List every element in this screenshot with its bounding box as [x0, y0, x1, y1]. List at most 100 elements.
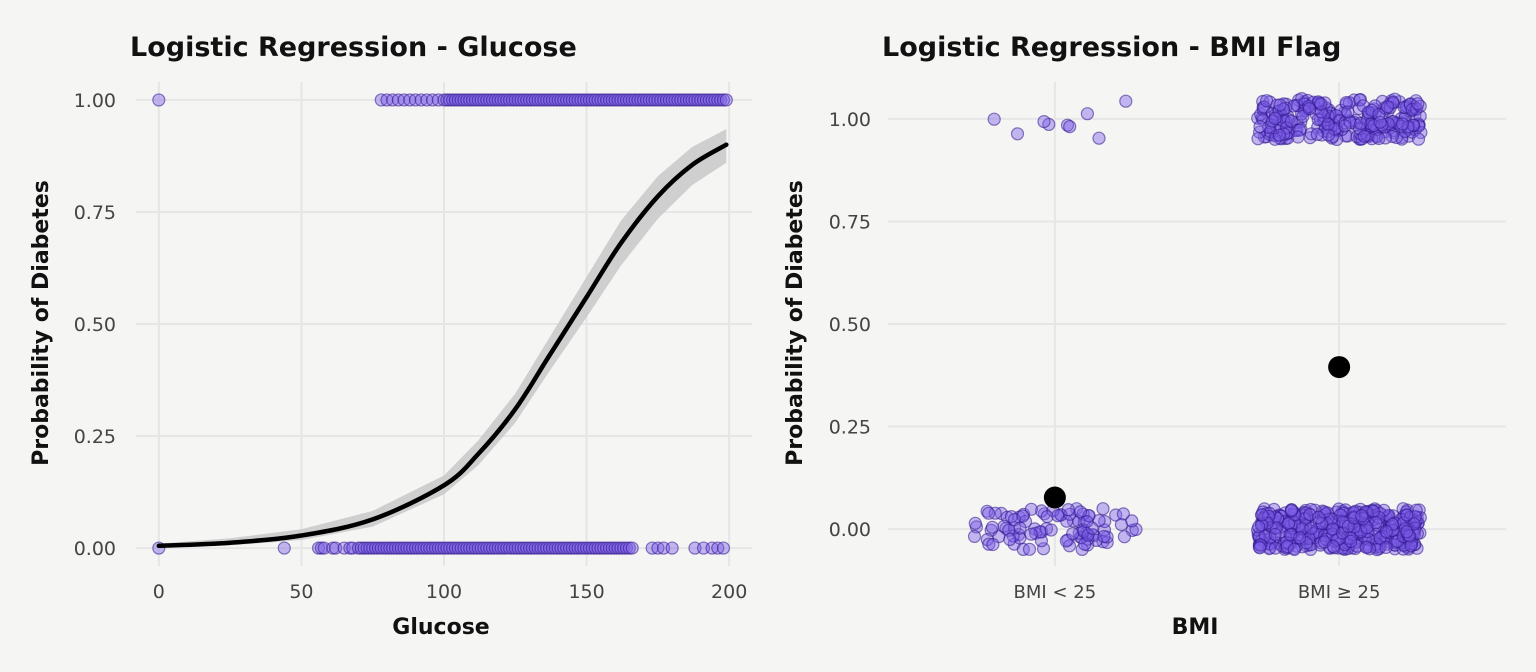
- bmi-point-outcome-1: [1314, 97, 1328, 111]
- glucose-panel: 0.00 0.25 0.50 0.75 1.00 0 50 100 150 200 Logist…: [29, 32, 752, 640]
- bmi-point-outcome-0: [1377, 503, 1391, 517]
- bmi-point-outcome-0: [1081, 528, 1095, 542]
- bmi-point-outcome-0: [1022, 542, 1037, 556]
- bmi-point-outcome-1: [1063, 119, 1077, 134]
- bmi-point-outcome-0: [1116, 507, 1131, 521]
- bmi-point-outcome-0: [1404, 538, 1418, 553]
- bmi-point-outcome-0: [988, 506, 1002, 520]
- glucose-x-tick-label: 200: [711, 581, 747, 603]
- bmi-y-tick-label: 0.25: [829, 417, 871, 439]
- bmi-point-outcome-0: [1044, 523, 1058, 537]
- bmi-point-outcome-0: [1330, 533, 1344, 547]
- bmi-point-outcome-0: [1066, 526, 1080, 541]
- bmi-y-tick-label: 0.00: [829, 519, 871, 541]
- bmi-point-outcome-1: [1365, 103, 1379, 117]
- bmi-point-outcome-0: [1355, 509, 1369, 523]
- bmi-point-outcome-1: [1353, 116, 1368, 131]
- bmi-point-outcome-1: [1357, 129, 1371, 143]
- bmi-point-outcome-1: [1341, 105, 1355, 119]
- bmi-point-outcome-0: [1080, 514, 1094, 529]
- bmi-point-outcome-1: [1365, 132, 1379, 146]
- glucose-point-outcome-1: [719, 93, 733, 107]
- bmi-point-outcome-0: [1299, 536, 1314, 550]
- bmi-point-outcome-1: [1272, 128, 1287, 142]
- bmi-chart-title: Logistic Regression - BMI Flag: [882, 32, 1341, 63]
- glucose-y-axis-title: Probability of Diabetes: [29, 180, 54, 466]
- glucose-x-tick-label: 150: [568, 581, 604, 603]
- bmi-point-outcome-0: [1024, 527, 1038, 541]
- bmi-point-outcome-0: [1284, 504, 1299, 518]
- glucose-chart-title: Logistic Regression - Glucose: [130, 32, 577, 63]
- bmi-panel: 0.00 0.25 0.50 0.75 1.00 BMI < 25 BMI ≥ 25 Lo…: [783, 32, 1506, 640]
- bmi-point-outcome-1: [1268, 111, 1282, 126]
- bmi-point-outcome-1: [1092, 131, 1106, 145]
- bmi-point-outcome-0: [1003, 532, 1017, 547]
- bmi-point-outcome-1: [1372, 131, 1386, 146]
- bmi-y-tick-label: 1.00: [829, 109, 871, 131]
- bmi-point-outcome-1: [1253, 119, 1267, 134]
- bmi-point-outcome-0: [1051, 509, 1065, 523]
- glucose-x-tick-label: 50: [289, 581, 313, 603]
- glucose-point-outcome-0: [716, 541, 731, 555]
- bmi-point-outcome-1: [1373, 115, 1387, 129]
- bmi-point-outcome-1: [1284, 114, 1299, 128]
- glucose-x-tick-labels: 0 50 100 150 200: [153, 581, 748, 603]
- glucose-y-tick-label: 0.50: [74, 314, 116, 336]
- glucose-point-outcome-0: [625, 541, 639, 555]
- bmi-point-outcome-0: [986, 537, 1000, 552]
- bmi-predicted-point: [1043, 486, 1066, 509]
- bmi-point-outcome-1: [1080, 107, 1095, 121]
- glucose-y-tick-label: 0.25: [74, 426, 116, 448]
- bmi-point-outcome-1: [1386, 95, 1400, 109]
- bmi-point-outcome-1: [1411, 132, 1426, 146]
- bmi-point-outcome-0: [1013, 521, 1027, 535]
- bmi-point-outcome-0: [1253, 541, 1267, 555]
- bmi-point-outcome-0: [1096, 502, 1110, 516]
- bmi-category-label: BMI < 25: [1014, 582, 1097, 603]
- bmi-point-outcome-0: [1016, 509, 1030, 523]
- bmi-category-label: BMI ≥ 25: [1298, 582, 1381, 603]
- glucose-point-outcome-0: [665, 541, 679, 555]
- bmi-point-outcome-0: [980, 504, 994, 518]
- bmi-gridlines: [888, 82, 1506, 566]
- bmi-point-outcome-1: [1352, 122, 1367, 136]
- bmi-predicted-point: [1328, 356, 1351, 379]
- bmi-point-outcome-0: [1125, 514, 1139, 528]
- glucose-y-tick-label: 0.00: [74, 538, 116, 560]
- bmi-point-outcome-0: [1400, 508, 1414, 522]
- bmi-point-outcome-0: [982, 537, 996, 551]
- glucose-x-tick-label: 0: [153, 581, 165, 603]
- bmi-point-outcome-0: [1097, 529, 1111, 544]
- bmi-point-outcome-1: [1321, 128, 1336, 142]
- glucose-point-outcome-0: [277, 541, 291, 555]
- bmi-point-outcome-0: [1252, 520, 1266, 534]
- bmi-point-outcome-1: [1302, 102, 1317, 116]
- bmi-point-outcome-1: [987, 112, 1001, 126]
- bmi-point-outcome-0: [1061, 503, 1075, 517]
- bmi-point-outcome-0: [1347, 505, 1361, 520]
- bmi-point-outcome-0: [1255, 508, 1269, 522]
- bmi-points: [967, 91, 1428, 557]
- glucose-x-tick-label: 100: [426, 581, 462, 603]
- glucose-confidence-band: [158, 129, 727, 548]
- bmi-point-outcome-0: [1366, 504, 1381, 518]
- glucose-points: [152, 93, 733, 555]
- bmi-point-outcome-0: [1344, 534, 1358, 548]
- bmi-point-outcome-0: [1304, 521, 1318, 535]
- bmi-point-outcome-0: [1036, 542, 1051, 556]
- glucose-point-outcome-1: [152, 93, 166, 107]
- bmi-point-outcome-1: [1310, 127, 1324, 141]
- bmi-point-outcome-0: [981, 506, 996, 520]
- bmi-point-outcome-0: [1379, 540, 1393, 555]
- bmi-predicted-points: [1043, 356, 1351, 509]
- bmi-point-outcome-1: [1119, 94, 1133, 108]
- bmi-point-outcome-1: [1273, 98, 1287, 112]
- bmi-point-outcome-1: [1010, 127, 1025, 141]
- bmi-point-outcome-0: [1292, 531, 1307, 545]
- glucose-fit-curve: [156, 142, 729, 549]
- bmi-point-outcome-0: [1359, 540, 1373, 555]
- glucose-x-axis-title: Glucose: [392, 615, 489, 640]
- bmi-point-outcome-1: [1251, 132, 1265, 146]
- bmi-point-outcome-0: [1117, 530, 1132, 544]
- bmi-point-outcome-1: [1037, 114, 1051, 129]
